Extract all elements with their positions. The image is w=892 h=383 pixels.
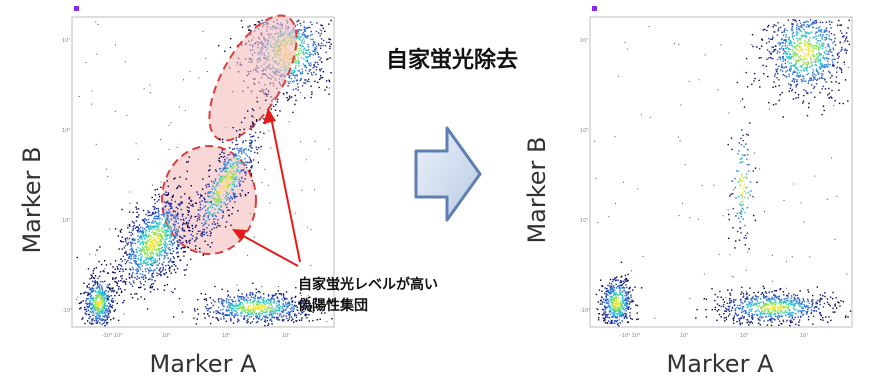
pointer-lower-arrowhead-icon — [232, 229, 247, 241]
x-tick-label: 10⁵ — [680, 333, 688, 339]
right-plot: -10⁴ 10⁴ 10⁵ 10⁶ 10⁷ 10⁷ 10⁶ 10⁵ -10⁴ Marker A… — [523, 6, 853, 378]
right-x-ticks: -10⁴ 10⁴ 10⁵ 10⁶ 10⁷ — [620, 333, 808, 339]
right-plot-frame — [589, 16, 853, 328]
y-tick-label: 10⁶ — [62, 128, 70, 134]
left-x-ticks: -10⁴ 10⁴ 10⁵ 10⁶ 10⁷ — [102, 333, 290, 339]
x-tick-label: 10⁵ — [162, 333, 170, 339]
y-tick-label: -10⁴ — [580, 308, 590, 314]
x-tick-label: 10⁷ — [282, 333, 290, 339]
annotation-line-1: 自家蛍光レベルが高い — [298, 276, 438, 293]
y-tick-label: 10⁷ — [580, 38, 588, 44]
left-y-ticks: 10⁷ 10⁶ 10⁵ -10⁴ — [62, 38, 72, 314]
pointer-upper-arrowhead-icon — [263, 108, 276, 124]
left-y-axis-title: Marker B — [18, 146, 46, 253]
x-tick-label: 10⁶ — [222, 333, 230, 339]
annotation-line-2: 偽陽性集団 — [297, 297, 368, 314]
right-y-axis-title: Marker B — [523, 136, 551, 243]
x-tick-label: 10⁷ — [800, 333, 808, 339]
y-tick-label: 10⁶ — [580, 128, 588, 134]
pointer-to-upper-gate — [269, 111, 301, 263]
right-plot-tag-icon — [592, 6, 597, 11]
left-plot-events-overlay — [95, 93, 281, 310]
right-arrow-icon — [414, 126, 482, 222]
x-tick-label: -10⁴ 10⁴ — [102, 333, 122, 339]
left-plot: -10⁴ 10⁴ 10⁵ 10⁶ 10⁷ 10⁷ 10⁶ 10⁵ -10⁴ Marker A… — [18, 6, 335, 378]
gate-upper — [208, 14, 298, 142]
pointer-to-lower-gate — [235, 231, 299, 267]
y-tick-label: 10⁵ — [580, 218, 588, 224]
annotation-pointers — [232, 108, 301, 267]
heading: 自家蛍光除去 — [386, 47, 518, 73]
right-x-axis-title: Marker A — [666, 350, 774, 378]
y-tick-label: -10⁴ — [62, 308, 72, 314]
left-x-axis-title: Marker A — [149, 350, 257, 378]
left-plot-tag-icon — [74, 6, 79, 11]
right-plot-events — [594, 19, 852, 327]
x-tick-label: 10⁶ — [740, 333, 748, 339]
y-tick-label: 10⁷ — [62, 38, 70, 44]
right-y-ticks: 10⁷ 10⁶ 10⁵ -10⁴ — [580, 38, 590, 314]
y-tick-label: 10⁵ — [62, 218, 70, 224]
x-tick-label: -10⁴ 10⁴ — [620, 333, 640, 339]
